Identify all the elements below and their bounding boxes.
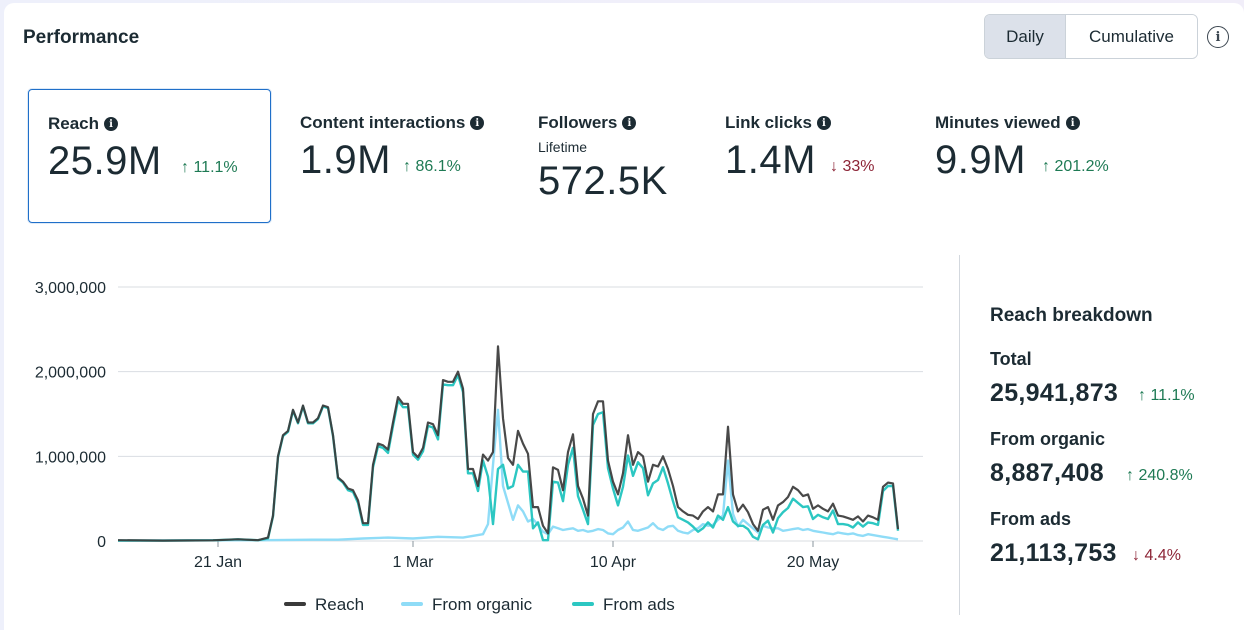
arrow-up-icon: ↑ xyxy=(181,159,189,176)
metric-label-followers: Followers i xyxy=(538,113,637,133)
y-tick-label: 3,000,000 xyxy=(35,280,106,297)
daily-button[interactable]: Daily xyxy=(985,15,1066,58)
info-icon[interactable]: i xyxy=(470,116,485,130)
metric-value-minutes-viewed: 9.9M xyxy=(935,138,1026,182)
metric-card-followers[interactable]: Followers i Lifetime 572.5K xyxy=(519,89,694,223)
metric-value-link-clicks: 1.4M xyxy=(725,138,816,182)
metric-card-link-clicks[interactable]: Link clicks i 1.4M ↓ 33% xyxy=(706,89,901,223)
breakdown-value-total: 25,941,873 xyxy=(990,379,1119,407)
legend-label-organic: From organic xyxy=(432,595,533,614)
metric-card-reach[interactable]: Reach i 25.9M ↑ 11.1% xyxy=(28,89,271,223)
breakdown-delta-organic: ↑ 240.8% xyxy=(1126,467,1193,485)
metric-delta-content-interactions: ↑ 86.1% xyxy=(403,158,461,176)
view-toggle[interactable]: Daily Cumulative xyxy=(984,14,1198,59)
metric-label-link-clicks: Link clicks i xyxy=(725,113,831,133)
y-tick-label: 2,000,000 xyxy=(35,365,106,382)
metric-label-text: Minutes viewed xyxy=(935,113,1061,132)
x-tick-label: 1 Mar xyxy=(393,554,435,571)
delta-value: 11.1% xyxy=(193,159,238,176)
arrow-down-icon: ↓ xyxy=(1132,547,1140,564)
delta-value: 11.1% xyxy=(1150,387,1195,404)
y-tick-label: 1,000,000 xyxy=(35,449,106,466)
legend-label-ads: From ads xyxy=(603,595,675,614)
metric-sublabel-followers: Lifetime xyxy=(538,139,588,155)
delta-value: 33% xyxy=(842,158,875,175)
divider xyxy=(959,255,960,615)
info-icon[interactable]: i xyxy=(816,116,831,130)
delta-value: 4.4% xyxy=(1144,547,1181,564)
metric-label-text: Reach xyxy=(48,114,100,133)
arrow-up-icon: ↑ xyxy=(403,158,411,175)
info-icon[interactable]: i xyxy=(622,116,637,130)
breakdown-label-total: Total xyxy=(990,349,1032,369)
metric-delta-reach: ↑ 11.1% xyxy=(181,159,238,177)
breakdown-delta-ads: ↓ 4.4% xyxy=(1132,547,1181,565)
x-tick-label: 10 Apr xyxy=(590,554,637,571)
info-icon[interactable]: i xyxy=(1065,116,1080,130)
delta-value: 201.2% xyxy=(1054,158,1109,175)
breakdown-delta-total: ↑ 11.1% xyxy=(1138,387,1195,405)
metric-card-content-interactions[interactable]: Content interactions i 1.9M ↑ 86.1% xyxy=(281,89,501,223)
y-tick-label: 0 xyxy=(97,534,106,551)
metric-delta-link-clicks: ↓ 33% xyxy=(830,158,874,176)
breakdown-value-ads: 21,113,753 xyxy=(990,539,1117,567)
series-line-reach xyxy=(117,345,900,542)
arrow-up-icon: ↑ xyxy=(1042,158,1050,175)
metric-label-minutes-viewed: Minutes viewed i xyxy=(935,113,1080,133)
x-tick-label: 20 May xyxy=(787,554,839,571)
series-line-ads xyxy=(118,373,900,542)
breakdown-value-organic: 8,887,408 xyxy=(990,459,1104,487)
reach-line-chart[interactable]: 3,000,000 2,000,000 1,000,000 0 21 Jan 1 Mar 1… xyxy=(18,261,938,621)
info-icon[interactable]: i xyxy=(104,117,119,131)
metric-value-reach: 25.9M xyxy=(48,139,162,183)
metric-label-text: Link clicks xyxy=(725,113,812,132)
delta-value: 240.8% xyxy=(1138,467,1193,484)
delta-value: 86.1% xyxy=(415,158,461,175)
breakdown-label-organic: From organic xyxy=(990,429,1106,449)
performance-card: Performance Daily Cumulative i Reach i 2… xyxy=(4,3,1244,630)
cumulative-button[interactable]: Cumulative xyxy=(1066,15,1197,58)
info-outline-icon[interactable]: i xyxy=(1207,26,1229,48)
x-tick-label: 21 Jan xyxy=(194,554,242,571)
arrow-up-icon: ↑ xyxy=(1138,387,1146,404)
page-title: Performance xyxy=(23,27,140,48)
metric-label-content-interactions: Content interactions i xyxy=(300,113,485,133)
arrow-down-icon: ↓ xyxy=(830,158,838,175)
metric-label-text: Content interactions xyxy=(300,113,466,132)
legend-label-reach: Reach xyxy=(315,595,364,614)
breakdown-label-ads: From ads xyxy=(990,509,1072,529)
metric-label-text: Followers xyxy=(538,113,618,132)
metric-delta-minutes-viewed: ↑ 201.2% xyxy=(1042,158,1109,176)
series-line-organic xyxy=(117,408,899,542)
arrow-up-icon: ↑ xyxy=(1126,467,1134,484)
reach-chart[interactable]: 3,000,000 2,000,000 1,000,000 0 21 Jan 1 Mar 1… xyxy=(18,261,938,621)
breakdown-title: Reach breakdown xyxy=(990,305,1153,326)
metric-card-minutes-viewed[interactable]: Minutes viewed i 9.9M ↑ 201.2% xyxy=(916,89,1146,223)
metric-value-followers: 572.5K xyxy=(538,159,668,203)
metric-label-reach: Reach i xyxy=(48,114,119,134)
metric-value-content-interactions: 1.9M xyxy=(300,138,391,182)
